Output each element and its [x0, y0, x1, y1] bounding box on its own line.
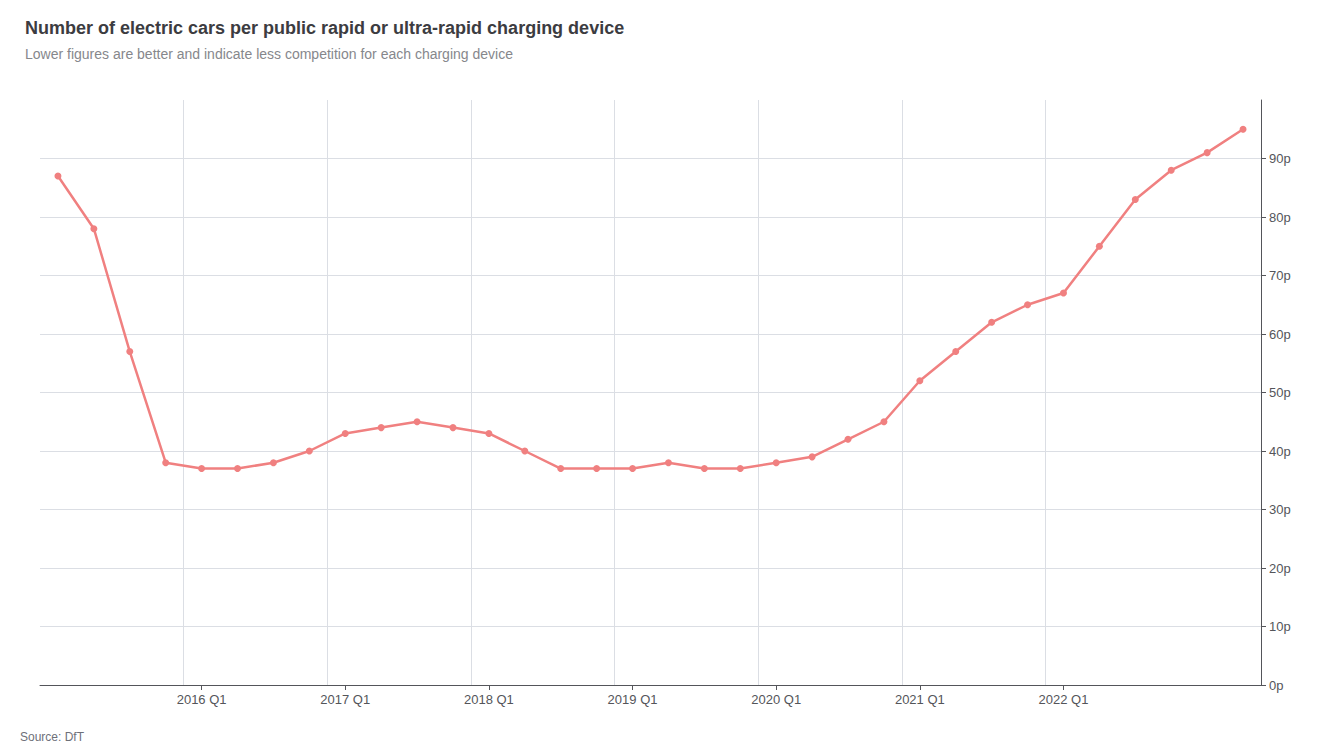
svg-text:2019 Q1: 2019 Q1: [608, 692, 658, 707]
svg-text:Number of electric cars per pu: Number of electric cars per public rapid…: [25, 18, 624, 38]
svg-text:Lower figures are better and i: Lower figures are better and indicate le…: [25, 46, 513, 62]
svg-text:2016 Q1: 2016 Q1: [177, 692, 227, 707]
svg-text:2018 Q1: 2018 Q1: [464, 692, 514, 707]
svg-text:2017 Q1: 2017 Q1: [320, 692, 370, 707]
svg-text:2022 Q1: 2022 Q1: [1039, 692, 1089, 707]
svg-text:70p: 70p: [1269, 268, 1291, 283]
svg-text:2021 Q1: 2021 Q1: [895, 692, 945, 707]
svg-text:Source: DfT: Source: DfT: [20, 730, 85, 744]
svg-text:0p: 0p: [1269, 678, 1283, 693]
svg-text:80p: 80p: [1269, 210, 1291, 225]
svg-text:20p: 20p: [1269, 561, 1291, 576]
svg-text:50p: 50p: [1269, 385, 1291, 400]
svg-text:40p: 40p: [1269, 444, 1291, 459]
svg-text:10p: 10p: [1269, 619, 1291, 634]
svg-text:30p: 30p: [1269, 502, 1291, 517]
svg-text:90p: 90p: [1269, 151, 1291, 166]
svg-text:2020 Q1: 2020 Q1: [751, 692, 801, 707]
svg-text:60p: 60p: [1269, 327, 1291, 342]
